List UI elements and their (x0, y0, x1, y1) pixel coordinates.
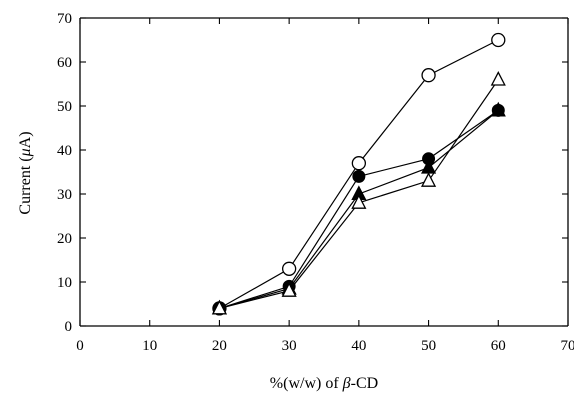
data-point-open-triangle (351, 194, 367, 209)
x-axis-title: %(w/w) of β-CD (270, 375, 378, 392)
data-point-filled-circle (352, 169, 366, 183)
y-tick-label: 20 (57, 231, 72, 247)
x-axis-title-symbol: β (342, 375, 351, 392)
data-point-open-triangle (211, 299, 227, 315)
x-tick-label: 60 (491, 338, 506, 354)
data-point-open-triangle (421, 172, 437, 187)
y-tick-label: 30 (57, 187, 72, 203)
data-point-open-triangle (490, 70, 506, 86)
y-axis-title: Current (μA) (17, 131, 34, 214)
plot-area (79, 17, 569, 327)
y-axis-title-part: Current ( (17, 156, 34, 214)
data-point-open-circle (281, 261, 297, 276)
y-axis-title-symbol: μ (17, 148, 34, 157)
data-point-open-circle (351, 156, 367, 171)
y-tick-label: 40 (57, 143, 72, 159)
series-open-triangle (211, 70, 506, 315)
x-tick-label: 20 (212, 338, 227, 354)
y-tick-label: 70 (57, 11, 72, 27)
x-axis-title-part: %(w/w) of (270, 375, 343, 392)
x-ticks: 0 10 20 30 40 50 60 70 (76, 18, 574, 354)
y-axis-title-part: A) (17, 131, 34, 148)
y-tick-label: 50 (57, 99, 72, 115)
series-filled-circle (212, 103, 505, 315)
x-tick-label: 70 (561, 338, 574, 354)
x-tick-label: 10 (142, 338, 157, 354)
y-ticks: 0 10 20 30 40 50 60 70 (57, 11, 568, 335)
series-layer (211, 32, 506, 316)
x-tick-label: 50 (421, 338, 436, 354)
y-tick-label: 0 (65, 319, 73, 335)
x-tick-label: 30 (282, 338, 297, 354)
x-tick-label: 0 (76, 338, 84, 354)
y-tick-label: 10 (57, 275, 72, 291)
x-tick-label: 40 (351, 338, 366, 354)
data-point-open-circle (421, 68, 436, 83)
data-point-open-circle (491, 32, 506, 48)
x-axis-title-part: -CD (351, 375, 379, 392)
data-point-open-triangle (281, 282, 297, 297)
data-point-filled-triangle (490, 101, 506, 117)
y-tick-label: 60 (57, 55, 72, 71)
